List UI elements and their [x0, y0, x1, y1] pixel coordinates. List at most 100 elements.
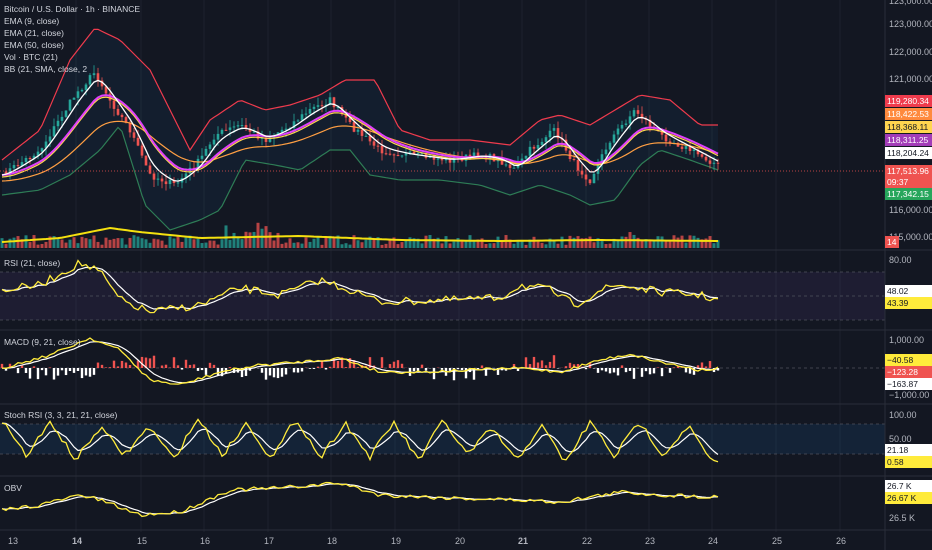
candle-body — [452, 157, 456, 163]
volume-bar — [192, 239, 196, 248]
obv-pane[interactable] — [1, 481, 719, 518]
candle-body — [284, 128, 288, 130]
candle-body — [184, 173, 188, 179]
volume-bar — [596, 238, 600, 248]
macd-histogram-bar — [292, 368, 296, 373]
volume-bar — [284, 242, 288, 248]
legend-bollinger-bands[interactable]: BB (21, SMA, close, 2 — [4, 64, 88, 74]
volume-bar — [88, 239, 92, 248]
legend-ema-50[interactable]: EMA (50, close) — [4, 40, 64, 50]
volume-bar — [656, 236, 660, 248]
macd-title[interactable]: MACD (9, 21, close) — [4, 337, 81, 347]
volume-bar — [608, 243, 612, 248]
candle-body — [344, 114, 348, 118]
candle-body — [80, 89, 84, 92]
macd-histogram-bar — [340, 357, 344, 368]
macd-histogram-bar — [628, 368, 632, 371]
time-label: 16 — [200, 536, 210, 546]
macd-histogram-bar — [244, 368, 248, 376]
candle-body — [20, 162, 24, 167]
obv-title[interactable]: OBV — [4, 483, 22, 493]
stoch-tick: 50.00 — [889, 434, 912, 444]
candle-body — [664, 134, 668, 142]
legend-volume[interactable]: Vol · BTC (21) — [4, 52, 58, 62]
volume-bar — [384, 243, 388, 248]
volume-bar — [644, 239, 648, 248]
price-axis[interactable]: 123,000.00 123,000.00 122,000.00 121,000… — [889, 0, 932, 523]
macd-histogram-bar — [528, 364, 532, 368]
volume-bar — [240, 239, 244, 248]
volume-bar — [532, 236, 536, 248]
macd-signal-line — [1, 341, 719, 384]
candle-body — [8, 168, 12, 176]
macd-histogram-bar — [660, 368, 664, 377]
volume-bar — [576, 236, 580, 248]
macd-histogram-bar — [276, 368, 280, 379]
volume-bar — [400, 242, 404, 248]
volume-bar — [292, 242, 296, 248]
macd-histogram-bar — [440, 368, 444, 370]
stoch-rsi-pane[interactable] — [0, 418, 885, 463]
macd-histogram-bar — [56, 368, 60, 376]
volume-bar — [128, 237, 132, 248]
volume-bar — [108, 239, 112, 248]
macd-histogram-bar — [552, 355, 556, 368]
macd-histogram-bar — [60, 368, 64, 371]
candle-body — [96, 73, 100, 81]
candle-body — [356, 129, 360, 132]
macd-histogram-bar — [480, 365, 484, 368]
rsi-title[interactable]: RSI (21, close) — [4, 258, 61, 268]
macd-histogram-bar — [692, 368, 696, 375]
candle-body — [636, 110, 640, 114]
macd-histogram-bar — [620, 365, 624, 368]
symbol-title[interactable]: Bitcoin / U.S. Dollar · 1h · BINANCE — [4, 4, 141, 14]
volume-bar — [12, 237, 16, 248]
time-axis[interactable]: 13 14 15 16 17 18 19 20 21 22 23 24 25 2… — [8, 536, 846, 546]
stoch-rsi-title[interactable]: Stoch RSI (3, 3, 21, 21, close) — [4, 410, 118, 420]
candle-body — [168, 179, 172, 185]
candle-body — [32, 155, 36, 159]
rsi-pane[interactable] — [0, 259, 885, 321]
candle-body — [692, 149, 696, 152]
last-price-badge: 117,513.96 — [885, 165, 932, 177]
macd-histogram-bar — [32, 366, 36, 368]
legend-ema-21[interactable]: EMA (21, close) — [4, 28, 64, 38]
macd-histogram-bar — [684, 368, 688, 373]
volume-bar — [440, 243, 444, 248]
candle-body — [572, 159, 576, 161]
candle-body — [208, 144, 212, 149]
obv-main-line — [1, 481, 719, 518]
macd-histogram-bar — [544, 365, 548, 368]
macd-histogram-bar — [616, 368, 620, 376]
volume-bar — [540, 242, 544, 248]
volume-bar — [132, 235, 136, 248]
volume-bar — [32, 235, 36, 248]
legend-ema-9[interactable]: EMA (9, close) — [4, 16, 60, 26]
candle-body — [304, 113, 308, 115]
macd-histogram-bar — [668, 368, 672, 373]
macd-histogram-bar — [648, 368, 652, 375]
macd-pane[interactable] — [0, 337, 885, 385]
macd-histogram-bar — [612, 368, 616, 373]
volume-bar — [668, 241, 672, 248]
candle-body — [308, 108, 312, 114]
volume-bar — [208, 240, 212, 248]
candle-body — [620, 124, 624, 129]
candle-body — [260, 137, 264, 139]
time-label: 22 — [582, 536, 592, 546]
volume-bar — [244, 231, 248, 248]
price-pane[interactable] — [0, 28, 885, 248]
macd-histogram-bar — [608, 368, 612, 374]
candle-body — [660, 130, 664, 135]
bar-countdown-badge: 09:37 — [885, 176, 932, 188]
macd-histogram-bar — [160, 365, 164, 368]
ema-21-line — [1, 96, 719, 178]
volume-bar — [80, 236, 84, 248]
obv-value-badge: 26.67 K — [885, 492, 932, 504]
volume-bar — [148, 242, 152, 248]
candle-body — [544, 137, 548, 142]
candle-body — [368, 135, 372, 142]
macd-histogram-bar — [644, 368, 648, 372]
candle-body — [588, 179, 592, 184]
